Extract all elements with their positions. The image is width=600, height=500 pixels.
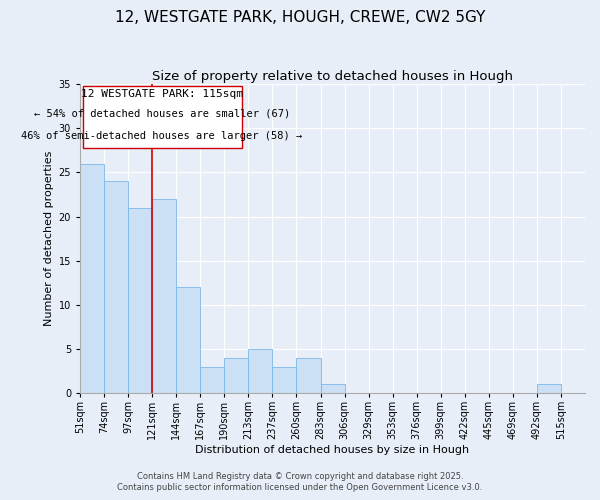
Bar	[537, 384, 561, 393]
Text: ← 54% of detached houses are smaller (67): ← 54% of detached houses are smaller (67…	[34, 109, 290, 119]
Bar	[80, 164, 104, 393]
Bar	[224, 358, 248, 393]
FancyBboxPatch shape	[83, 86, 242, 148]
Bar	[272, 366, 296, 393]
Bar	[104, 182, 128, 393]
Text: 12 WESTGATE PARK: 115sqm: 12 WESTGATE PARK: 115sqm	[81, 89, 243, 99]
Bar	[248, 349, 272, 393]
Text: Contains HM Land Registry data © Crown copyright and database right 2025.
Contai: Contains HM Land Registry data © Crown c…	[118, 472, 482, 492]
X-axis label: Distribution of detached houses by size in Hough: Distribution of detached houses by size …	[196, 445, 470, 455]
Text: 12, WESTGATE PARK, HOUGH, CREWE, CW2 5GY: 12, WESTGATE PARK, HOUGH, CREWE, CW2 5GY	[115, 10, 485, 25]
Bar	[176, 287, 200, 393]
Bar	[296, 358, 320, 393]
Bar	[128, 208, 152, 393]
Bar	[320, 384, 344, 393]
Bar	[200, 366, 224, 393]
Bar	[152, 199, 176, 393]
Text: 46% of semi-detached houses are larger (58) →: 46% of semi-detached houses are larger (…	[22, 130, 303, 140]
Y-axis label: Number of detached properties: Number of detached properties	[44, 151, 55, 326]
Title: Size of property relative to detached houses in Hough: Size of property relative to detached ho…	[152, 70, 513, 83]
